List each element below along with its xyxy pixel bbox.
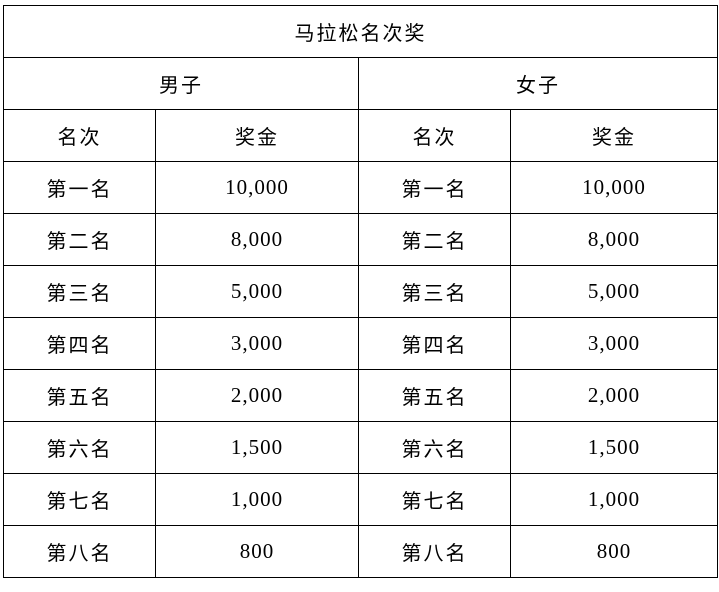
cell-rank-women: 第五名 — [358, 369, 511, 422]
cell-rank-men: 第五名 — [3, 369, 156, 422]
cell-prize-women: 800 — [510, 525, 718, 578]
cell-prize-men: 1,000 — [155, 473, 359, 526]
table-row: 第六名 1,500 第六名 1,500 — [3, 421, 718, 474]
table-title: 马拉松名次奖 — [3, 5, 718, 58]
cell-rank-women: 第三名 — [358, 265, 511, 318]
cell-rank-women: 第八名 — [358, 525, 511, 578]
cell-prize-men: 1,500 — [155, 421, 359, 474]
group-women: 女子 — [358, 57, 718, 110]
cell-prize-women: 1,500 — [510, 421, 718, 474]
cell-prize-women: 5,000 — [510, 265, 718, 318]
cell-rank-women: 第六名 — [358, 421, 511, 474]
cell-prize-women: 8,000 — [510, 213, 718, 266]
table-row: 第二名 8,000 第二名 8,000 — [3, 213, 718, 266]
group-men: 男子 — [3, 57, 359, 110]
cell-prize-men: 8,000 — [155, 213, 359, 266]
cell-prize-women: 1,000 — [510, 473, 718, 526]
cell-rank-women: 第二名 — [358, 213, 511, 266]
group-row: 男子 女子 — [3, 57, 718, 110]
header-rank-women: 名次 — [358, 109, 511, 162]
cell-rank-men: 第三名 — [3, 265, 156, 318]
header-row: 名次 奖金 名次 奖金 — [3, 109, 718, 162]
cell-rank-women: 第一名 — [358, 161, 511, 214]
header-prize-men: 奖金 — [155, 109, 359, 162]
cell-rank-women: 第七名 — [358, 473, 511, 526]
table-row: 第一名 10,000 第一名 10,000 — [3, 161, 718, 214]
table-row: 第七名 1,000 第七名 1,000 — [3, 473, 718, 526]
cell-prize-men: 2,000 — [155, 369, 359, 422]
table-row: 第四名 3,000 第四名 3,000 — [3, 317, 718, 370]
cell-prize-men: 800 — [155, 525, 359, 578]
table-row: 第五名 2,000 第五名 2,000 — [3, 369, 718, 422]
cell-prize-men: 3,000 — [155, 317, 359, 370]
cell-prize-men: 5,000 — [155, 265, 359, 318]
cell-prize-women: 10,000 — [510, 161, 718, 214]
table-row: 第八名 800 第八名 800 — [3, 525, 718, 578]
cell-rank-men: 第七名 — [3, 473, 156, 526]
cell-rank-men: 第一名 — [3, 161, 156, 214]
cell-prize-men: 10,000 — [155, 161, 359, 214]
header-rank-men: 名次 — [3, 109, 156, 162]
cell-prize-women: 3,000 — [510, 317, 718, 370]
title-row: 马拉松名次奖 — [3, 5, 718, 58]
table-row: 第三名 5,000 第三名 5,000 — [3, 265, 718, 318]
cell-rank-men: 第六名 — [3, 421, 156, 474]
cell-rank-men: 第二名 — [3, 213, 156, 266]
cell-rank-men: 第八名 — [3, 525, 156, 578]
cell-prize-women: 2,000 — [510, 369, 718, 422]
prize-table: 马拉松名次奖 男子 女子 名次 奖金 名次 奖金 第一名 10,000 第一名 10,… — [3, 5, 718, 578]
cell-rank-men: 第四名 — [3, 317, 156, 370]
header-prize-women: 奖金 — [510, 109, 718, 162]
cell-rank-women: 第四名 — [358, 317, 511, 370]
